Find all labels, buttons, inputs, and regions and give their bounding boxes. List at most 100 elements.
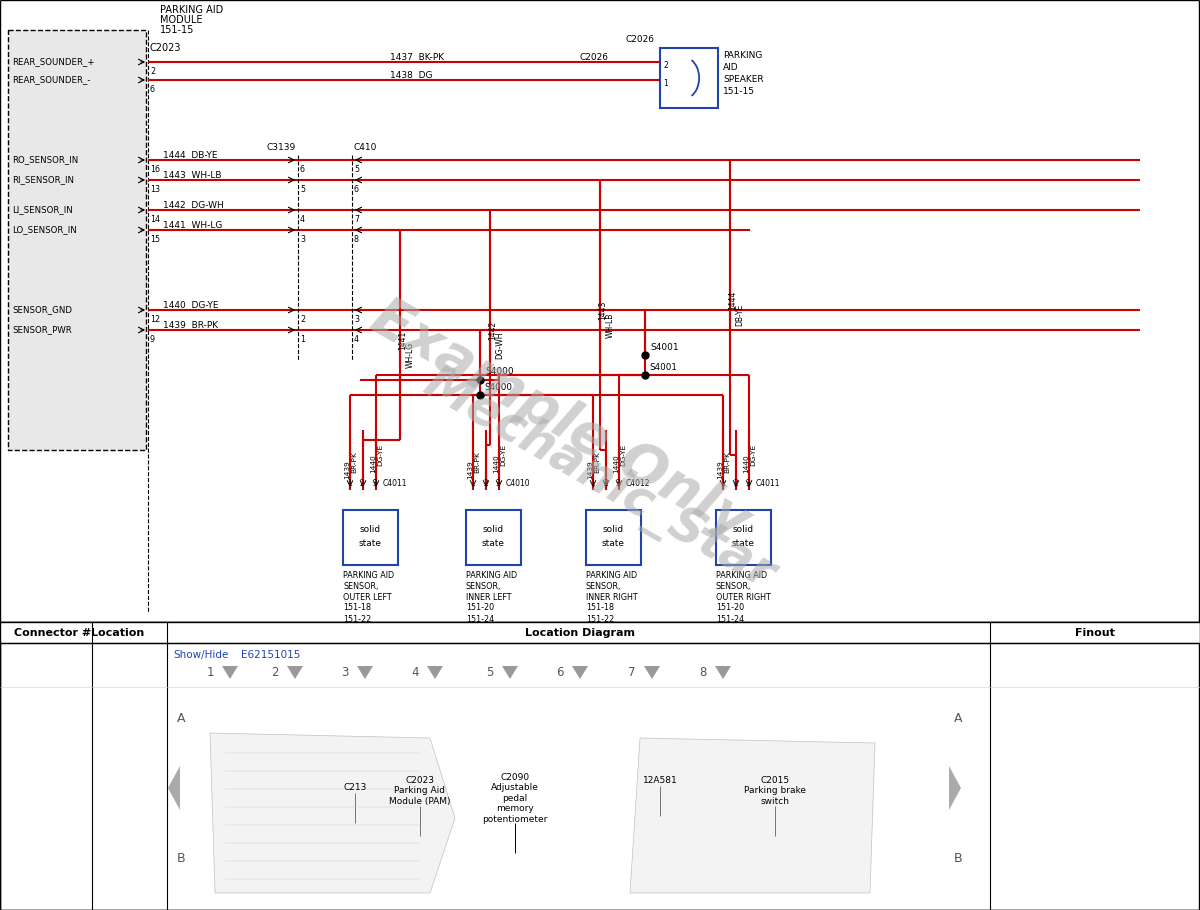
Text: 1: 1 [590,480,595,489]
Text: 1440  DG-YE: 1440 DG-YE [163,300,218,309]
Text: 151-18: 151-18 [586,603,614,612]
Text: C2015
Parking brake
switch: C2015 Parking brake switch [744,776,806,805]
Text: DG-YE: DG-YE [750,444,756,466]
Text: 6: 6 [300,165,305,174]
Text: solid: solid [360,525,380,534]
Text: 1: 1 [720,480,725,489]
Text: 14: 14 [150,215,160,224]
Bar [660,48,718,108]
Text: 3: 3 [341,666,349,680]
Text: Finout: Finout [1075,628,1115,638]
Text: BR-PK: BR-PK [474,451,480,473]
Text: Connector #: Connector # [14,628,91,638]
Polygon shape [644,666,660,679]
Text: S4001: S4001 [650,342,679,351]
Text: MODULE: MODULE [160,15,203,25]
Text: DG-WH: DG-WH [496,331,504,359]
Text: DB-YE: DB-YE [736,304,744,326]
Text: WH-LG: WH-LG [406,342,414,368]
Text: state: state [481,540,504,549]
Polygon shape [358,666,373,679]
Text: Example Only: Example Only [362,290,758,550]
Text: 5: 5 [300,185,305,194]
Text: AID: AID [722,64,739,73]
Text: 7: 7 [629,666,636,680]
Polygon shape [168,766,180,810]
Text: WH-LB: WH-LB [606,312,614,338]
Polygon shape [287,666,302,679]
Text: A: A [954,712,962,724]
Text: A: A [176,712,185,724]
Text: DG-YE: DG-YE [500,444,506,466]
Text: Location: Location [91,628,145,638]
Text: SENSOR_PWR: SENSOR_PWR [12,326,72,335]
Text: PARKING AID: PARKING AID [586,571,637,580]
Text: B: B [176,852,185,864]
Text: 9: 9 [150,335,155,343]
Text: 1439  BR-PK: 1439 BR-PK [163,320,218,329]
Text: 3: 3 [745,480,750,489]
Text: LI_SENSOR_IN: LI_SENSOR_IN [12,206,73,215]
Text: C4012: C4012 [626,479,650,488]
Text: 6: 6 [150,85,155,94]
Text: C2023
Parking Aid
Module (PAM): C2023 Parking Aid Module (PAM) [389,776,451,805]
Text: solid: solid [732,525,754,534]
Polygon shape [572,666,588,679]
Text: OUTER RIGHT: OUTER RIGHT [716,592,770,602]
Text: RO_SENSOR_IN: RO_SENSOR_IN [12,156,78,165]
Text: BR-PK: BR-PK [352,451,358,473]
Text: 151-24: 151-24 [716,614,744,623]
Text: 2: 2 [662,62,667,70]
Text: 3: 3 [354,315,359,323]
Text: PARKING AID: PARKING AID [716,571,767,580]
Text: 1439: 1439 [467,460,473,480]
Polygon shape [502,666,518,679]
Text: 1: 1 [300,335,305,343]
Bar [0,622,1200,643]
Text: DG-YE: DG-YE [620,444,626,466]
Text: 2: 2 [150,66,155,76]
Text: 2: 2 [482,480,487,489]
Text: 151-20: 151-20 [716,603,744,612]
Text: LO_SENSOR_IN: LO_SENSOR_IN [12,226,77,235]
Bar [343,510,398,565]
Text: state: state [732,540,755,549]
Text: SENSOR_GND: SENSOR_GND [12,306,72,315]
Text: 12: 12 [150,315,160,323]
Text: S4000: S4000 [484,383,512,392]
Text: 2: 2 [604,480,607,489]
Text: E62151015: E62151015 [241,650,300,660]
Polygon shape [210,733,455,893]
Text: 5: 5 [486,666,493,680]
Text: 1443: 1443 [599,300,607,319]
Text: BR-PK: BR-PK [594,451,600,473]
Text: 3: 3 [372,480,377,489]
Text: S4001: S4001 [649,363,677,372]
Text: 6: 6 [557,666,564,680]
Text: 3: 3 [300,235,305,244]
Bar [466,510,521,565]
Text: PARKING AID: PARKING AID [466,571,517,580]
Text: solid: solid [482,525,504,534]
Text: 1438  DG: 1438 DG [390,70,432,79]
Text: 6: 6 [354,185,359,194]
Text: state: state [359,540,382,549]
Text: 1440: 1440 [743,455,749,473]
Text: Show/Hide: Show/Hide [173,650,228,660]
Text: 8: 8 [354,235,359,244]
Text: 1442  DG-WH: 1442 DG-WH [163,200,223,209]
Text: state: state [601,540,624,549]
Text: 12A581: 12A581 [643,776,677,785]
Text: 1443  WH-LB: 1443 WH-LB [163,170,222,179]
Text: 1444  DB-YE: 1444 DB-YE [163,150,217,159]
Text: 1440: 1440 [493,455,499,473]
Text: B: B [954,852,962,864]
Text: 3: 3 [496,480,500,489]
Text: 1441  WH-LG: 1441 WH-LG [163,220,222,229]
Text: C2026: C2026 [580,53,610,62]
Bar [716,510,772,565]
Text: 1439: 1439 [344,460,350,480]
Polygon shape [949,766,961,810]
Text: SENSOR,: SENSOR, [343,581,378,591]
Text: 151-24: 151-24 [466,614,494,623]
